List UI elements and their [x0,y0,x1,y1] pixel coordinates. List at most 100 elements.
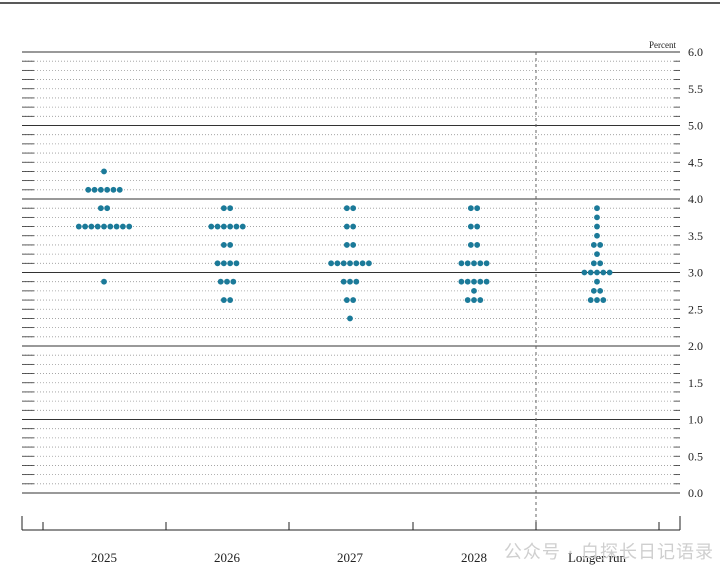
y-axis-ticks: 6.0 5.5 5.0 4.5 4.0 3.5 3.0 2.5 2.0 1.5 1.0 0.5 0.0 [688,45,703,500]
y-tick-label: 3.5 [688,229,703,243]
projection-dot [359,260,366,267]
projection-dot [474,205,481,212]
dots-layer [75,168,613,322]
projection-dot [597,242,604,248]
projection-dot [220,223,227,230]
grid-lines [22,51,680,530]
projection-dot [227,297,234,303]
projection-dot [477,278,484,285]
projection-dot [343,205,350,212]
projection-dot [458,260,465,267]
projection-dot [233,260,240,267]
projection-dot [101,168,107,175]
y-tick-label: 1.0 [688,413,703,427]
projection-dot [477,260,484,267]
projection-dot [224,278,230,285]
projection-dot [343,242,350,248]
projection-dot [350,242,357,248]
projection-dot [116,186,123,193]
projection-dot [214,260,221,267]
projection-dot [220,260,227,267]
projection-dot [350,205,357,212]
projection-dot [594,251,600,258]
projection-dot [104,186,111,193]
projection-dot [340,278,347,285]
projection-dot [471,278,477,285]
projection-dot [464,260,471,267]
projection-dot [101,278,107,285]
unit-label: Percent [649,40,676,50]
projection-dot [590,242,597,248]
projection-dot [467,205,474,212]
projection-dot [467,223,474,230]
projection-dot [458,278,465,285]
projection-dot [600,297,607,303]
projection-dot [347,260,353,267]
projection-dot [227,205,234,212]
projection-dot [107,223,114,230]
projection-dot [233,223,240,230]
projection-dot [474,242,481,248]
x-axis: 2025 2026 2027 2028 Longer run [21,516,681,565]
projection-dot [97,205,104,212]
projection-dot [120,223,126,230]
projection-dot [594,297,600,303]
projection-dot [594,205,600,212]
y-tick-label: 0.5 [688,449,703,463]
projection-dot [464,297,471,303]
projection-dot [350,223,357,230]
projection-dot [101,223,107,230]
projection-dot [239,223,246,230]
projection-dot [97,186,104,193]
projection-dot [227,242,234,248]
projection-dot [343,223,350,230]
y-tick-label: 3.0 [688,266,703,280]
projection-dot [483,278,490,285]
projection-dot [594,269,600,276]
y-tick-label: 1.5 [688,376,703,390]
projection-dot [94,223,101,230]
projection-dot [597,260,604,267]
projection-dot [110,186,117,193]
projection-dot [85,186,92,193]
projection-dot [113,223,120,230]
y-tick-label: 2.5 [688,302,703,316]
watermark: 公众号 · 白探长日记语录 [503,542,714,563]
y-tick-label: 2.0 [688,339,703,353]
projection-dot [594,278,600,285]
projection-dot [353,278,360,285]
projection-dot [606,269,613,276]
projection-dot [91,186,98,193]
projection-dot [366,260,372,267]
projection-dot [220,205,227,212]
projection-dot [208,223,215,230]
y-tick-label: 6.0 [688,45,703,59]
projection-dot [82,223,88,230]
projection-dot [343,297,350,303]
y-tick-label: 5.5 [688,82,703,96]
projection-dot [220,242,227,248]
projection-dot [340,260,347,267]
y-tick-label: 4.0 [688,192,703,206]
projection-dot [220,297,227,303]
projection-dot [126,223,133,230]
projection-dot [590,287,597,294]
y-tick-label: 5.0 [688,119,703,133]
projection-dot [590,260,597,267]
projection-dot [483,260,490,267]
x-category-label: 2028 [461,550,487,565]
projection-dot [471,260,477,267]
projection-dot [587,297,594,303]
projection-dot [227,260,234,267]
projection-dot [474,223,481,230]
projection-dot [227,223,234,230]
projection-dot [328,260,334,267]
projection-dot [597,287,604,294]
x-category-label: 2026 [214,550,241,565]
projection-dot [464,278,471,285]
projection-dot [594,223,600,230]
projection-dot [230,278,237,285]
projection-dot [471,297,477,303]
y-tick-label: 4.5 [688,155,703,169]
projection-dot [471,287,477,294]
